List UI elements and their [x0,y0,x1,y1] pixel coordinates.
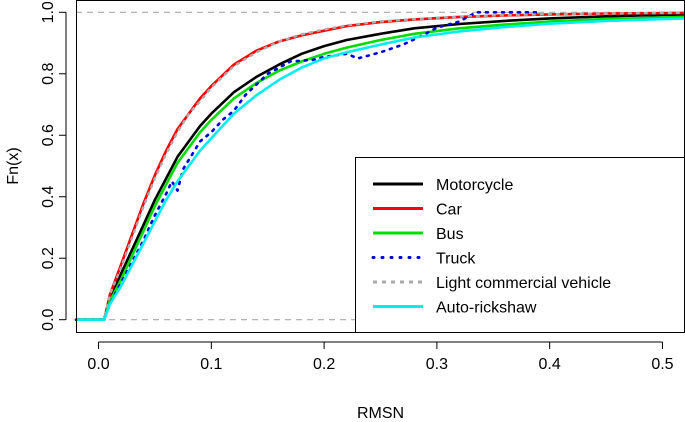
legend-label-motorcycle: Motorcycle [436,177,513,194]
x-axis: 0.0 0.1 0.2 0.3 0.4 0.5 [87,341,674,373]
legend: Motorcycle Car Bus Truck Light commercial ve… [355,157,685,333]
x-tick-label: 0.3 [426,356,448,373]
y-tick-label: 0.4 [40,186,57,208]
legend-label-light-commercial-vehicle: Light commercial vehicle [436,275,611,292]
series-line-auto-rickshaw [76,17,685,321]
series-lines [74,11,685,321]
y-tick-label: 0.0 [40,308,57,330]
x-tick-label: 0.5 [651,356,673,373]
y-axis-label: Fn(x) [5,147,22,184]
legend-box [355,157,685,333]
x-tick-label: 0.0 [87,356,109,373]
legend-label-bus: Bus [436,226,464,243]
x-axis-label: RMSN [357,405,404,422]
y-tick-label: 0.8 [40,63,57,85]
series-line-motorcycle [76,13,685,321]
y-tick-label: 1.0 [40,1,57,23]
y-tick-label: 0.2 [40,247,57,269]
legend-label-truck: Truck [436,251,476,268]
y-tick-label: 0.6 [40,124,57,146]
legend-label-auto-rickshaw: Auto-rickshaw [436,300,537,317]
series-line-truck [74,11,540,321]
legend-label-car: Car [436,202,462,219]
x-tick-label: 0.2 [313,356,335,373]
series-line-bus [76,15,685,321]
x-tick-label: 0.4 [539,356,561,373]
series-line-car [76,11,685,321]
y-axis: 0.0 0.2 0.4 0.6 0.8 1.0 [40,1,67,331]
x-tick-label: 0.1 [200,356,222,373]
